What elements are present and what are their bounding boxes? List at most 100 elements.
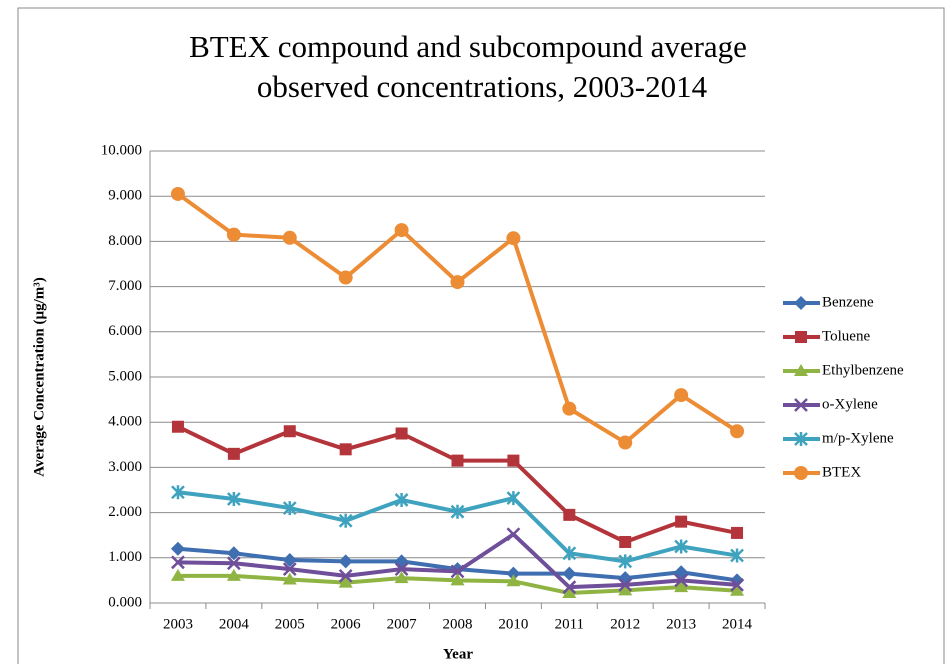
marker bbox=[450, 275, 465, 290]
marker bbox=[226, 546, 241, 561]
marker bbox=[731, 526, 744, 539]
marker bbox=[170, 186, 185, 201]
marker bbox=[226, 227, 241, 242]
marker bbox=[730, 548, 744, 563]
marker bbox=[338, 270, 353, 285]
marker bbox=[450, 564, 465, 579]
marker bbox=[282, 572, 297, 585]
marker bbox=[506, 574, 521, 587]
marker bbox=[730, 424, 745, 439]
marker bbox=[674, 388, 689, 403]
y-tick-label: 5.000 bbox=[108, 368, 142, 384]
marker bbox=[395, 427, 408, 440]
x-axis-title: Year bbox=[443, 646, 473, 662]
legend-marker bbox=[794, 466, 808, 480]
chart-title: BTEX compound and subcompound average bbox=[189, 29, 747, 64]
marker bbox=[618, 578, 633, 592]
x-tick-label: 2008 bbox=[443, 616, 473, 632]
marker bbox=[619, 535, 632, 548]
marker bbox=[394, 562, 409, 576]
legend-marker bbox=[794, 364, 808, 376]
marker bbox=[506, 566, 521, 581]
y-tick-label: 6.000 bbox=[108, 323, 142, 339]
marker bbox=[226, 492, 241, 507]
legend-label: BTEX bbox=[822, 464, 861, 480]
marker bbox=[562, 566, 577, 581]
marker bbox=[562, 580, 577, 595]
marker bbox=[562, 546, 577, 561]
marker bbox=[283, 425, 296, 438]
marker bbox=[170, 568, 185, 581]
legend-label: o-Xylene bbox=[822, 396, 878, 412]
marker bbox=[282, 562, 297, 576]
x-tick-label: 2006 bbox=[331, 616, 362, 632]
y-tick-label: 8.000 bbox=[108, 233, 142, 249]
marker bbox=[226, 556, 241, 571]
y-tick-label: 4.000 bbox=[108, 414, 142, 430]
marker bbox=[674, 573, 689, 588]
x-tick-label: 2004 bbox=[219, 616, 250, 632]
y-tick-label: 7.000 bbox=[108, 278, 142, 294]
x-tick-label: 2012 bbox=[610, 616, 640, 632]
marker bbox=[730, 578, 744, 592]
marker bbox=[562, 586, 577, 599]
y-tick-label: 1.000 bbox=[108, 549, 142, 565]
marker bbox=[394, 223, 409, 238]
x-tick-label: 2005 bbox=[275, 616, 305, 632]
marker bbox=[507, 454, 520, 467]
legend-label: Toluene bbox=[822, 328, 870, 344]
y-axis-title: Average Concentration (µg/m³) bbox=[31, 277, 47, 476]
marker bbox=[563, 508, 576, 521]
marker bbox=[562, 401, 577, 416]
marker bbox=[674, 539, 689, 554]
legend-label: Benzene bbox=[822, 294, 874, 310]
x-tick-label: 2010 bbox=[498, 616, 528, 632]
y-tick-label: 3.000 bbox=[108, 459, 142, 475]
marker bbox=[618, 435, 633, 450]
marker bbox=[282, 230, 297, 245]
marker bbox=[450, 573, 465, 586]
marker bbox=[394, 492, 409, 507]
legend-marker bbox=[794, 398, 808, 412]
marker bbox=[227, 447, 240, 460]
marker bbox=[506, 231, 521, 246]
x-tick-label: 2003 bbox=[163, 616, 193, 632]
marker bbox=[338, 575, 353, 588]
x-tick-label: 2007 bbox=[387, 616, 418, 632]
marker bbox=[339, 443, 352, 456]
marker bbox=[338, 568, 353, 583]
marker bbox=[674, 580, 689, 593]
marker bbox=[226, 568, 241, 581]
marker bbox=[451, 454, 464, 467]
legend-marker bbox=[795, 331, 807, 343]
marker bbox=[171, 555, 185, 570]
marker bbox=[730, 583, 745, 596]
marker bbox=[506, 491, 521, 506]
y-tick-label: 9.000 bbox=[108, 188, 142, 204]
legend-marker bbox=[794, 432, 808, 446]
legend-label: m/p-Xylene bbox=[822, 430, 894, 446]
marker bbox=[618, 583, 633, 596]
marker bbox=[171, 420, 184, 433]
marker bbox=[170, 541, 185, 556]
marker bbox=[506, 527, 521, 542]
x-tick-label: 2011 bbox=[555, 616, 584, 632]
x-tick-label: 2013 bbox=[666, 616, 696, 632]
marker bbox=[394, 571, 409, 584]
chart-title: observed concentrations, 2003-2014 bbox=[257, 69, 708, 104]
x-tick-label: 2014 bbox=[722, 616, 753, 632]
marker bbox=[338, 554, 353, 569]
marker bbox=[282, 553, 297, 568]
marker bbox=[338, 513, 353, 528]
marker bbox=[171, 485, 185, 500]
y-tick-label: 0.000 bbox=[108, 594, 142, 610]
legend-label: Ethylbenzene bbox=[822, 362, 904, 378]
marker bbox=[450, 504, 465, 519]
marker bbox=[675, 515, 688, 528]
marker bbox=[618, 554, 633, 569]
y-tick-label: 10.000 bbox=[101, 142, 142, 158]
marker bbox=[282, 501, 297, 516]
y-tick-label: 2.000 bbox=[108, 504, 142, 520]
legend-marker bbox=[794, 296, 808, 310]
